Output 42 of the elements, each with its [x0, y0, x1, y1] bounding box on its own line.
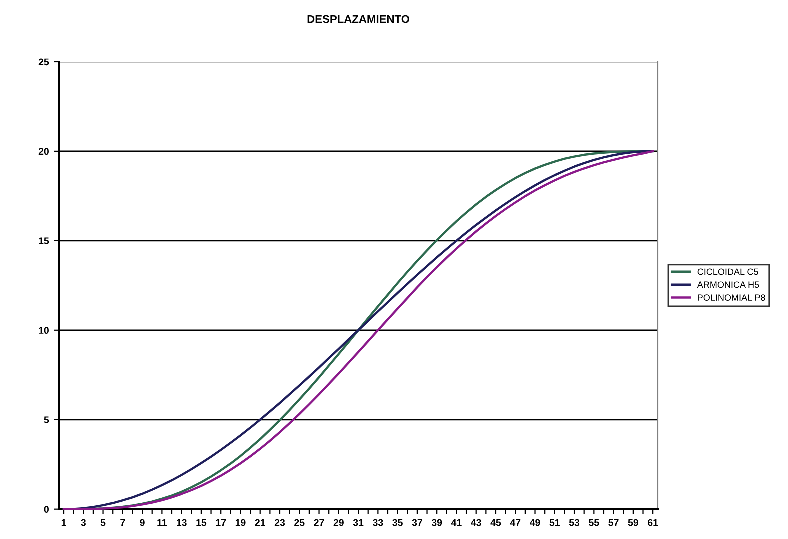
line-series [62, 150, 654, 510]
legend-label: POLINOMIAL P8 [698, 294, 766, 302]
x-tick-label: 25 [294, 519, 305, 526]
x-tick-label: 5 [100, 519, 106, 526]
x-tick-label: 41 [451, 519, 462, 526]
x-tick-label: 29 [334, 519, 344, 526]
x-tick-label: 51 [550, 519, 560, 526]
legend-label: ARMONICA H5 [697, 282, 760, 288]
chart-title: DESPLAZAMIENTO [308, 15, 410, 24]
x-tick-label: 33 [372, 519, 384, 526]
y-tick-label: 5 [44, 416, 50, 424]
x-tick-label: 55 [589, 519, 600, 526]
x-tick-label: 31 [353, 519, 364, 526]
x-tick-label: 1 [62, 519, 66, 526]
x-tick-label: 15 [196, 519, 207, 526]
y-tick-label: 20 [38, 148, 49, 156]
x-tick-label: 17 [216, 519, 226, 526]
legend-label: CICLOIDAL C5 [698, 268, 758, 276]
x-tick-label: 47 [510, 519, 521, 526]
x-tick-label: 3 [81, 519, 86, 526]
x-tick-label: 37 [412, 519, 422, 526]
x-tick-label: 39 [432, 519, 442, 526]
x-tick-label: 53 [569, 519, 580, 526]
x-tick-label: 59 [628, 519, 638, 526]
x-tick-label: 61 [648, 519, 658, 526]
x-tick-label: 57 [608, 519, 619, 526]
x-tick-label: 43 [471, 519, 482, 526]
x-tick-label: 45 [490, 519, 502, 526]
x-tick-label: 7 [120, 519, 126, 526]
y-tick-label: 25 [38, 58, 50, 66]
x-tick-label: 11 [158, 519, 168, 526]
x-tick-label: 49 [530, 519, 540, 526]
x-tick-label: 35 [392, 519, 403, 526]
y-tick-label: 10 [39, 327, 49, 334]
x-tick-label: 9 [140, 519, 145, 526]
y-tick-label: 15 [39, 238, 50, 245]
x-tick-label: 19 [236, 519, 246, 526]
x-tick-label: 23 [274, 519, 286, 526]
x-tick-label: 13 [177, 519, 187, 526]
x-tick-label: 21 [255, 519, 266, 526]
y-tick-label: 0 [44, 506, 49, 513]
x-tick-label: 27 [314, 519, 324, 526]
